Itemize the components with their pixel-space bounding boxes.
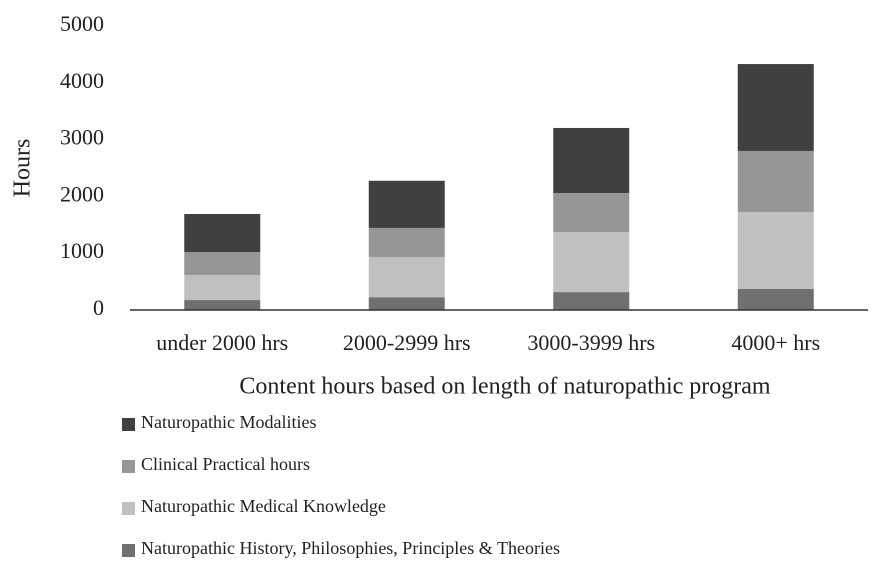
legend-label: Naturopathic History, Philosophies, Prin… — [141, 538, 560, 558]
legend-swatch — [122, 502, 135, 515]
x-tick-label: 2000-2999 hrs — [343, 330, 471, 355]
legend-label: Naturopathic Modalities — [141, 412, 316, 432]
bar-segment — [737, 288, 814, 310]
bar-segment — [553, 127, 630, 193]
x-axis-title: Content hours based on length of naturop… — [239, 374, 771, 400]
bar-segment — [184, 300, 261, 310]
legend-swatch — [122, 418, 135, 431]
bar-segment — [553, 292, 630, 310]
bar-segment — [368, 257, 445, 298]
bar-segment — [553, 232, 630, 293]
bar-segment — [737, 150, 814, 213]
bar-segment — [184, 214, 261, 253]
bar-segment — [184, 275, 261, 301]
y-tick-label: 1000 — [60, 238, 104, 263]
bar-segment — [368, 227, 445, 258]
bar-segment — [737, 64, 814, 151]
bar-segment — [184, 252, 261, 276]
legend-label: Naturopathic Medical Knowledge — [141, 496, 386, 516]
y-tick-label: 0 — [93, 295, 104, 320]
y-tick-label: 4000 — [60, 68, 104, 93]
legend-label: Clinical Practical hours — [141, 454, 310, 474]
legend-swatch — [122, 460, 135, 473]
x-tick-label: 3000-3999 hrs — [527, 330, 655, 355]
bar-segment — [368, 180, 445, 228]
y-tick-label: 3000 — [60, 125, 104, 150]
y-tick-label: 5000 — [60, 11, 104, 36]
bar-segment — [737, 212, 814, 289]
y-tick-label: 2000 — [60, 181, 104, 206]
legend-swatch — [122, 544, 135, 557]
bar-segment — [368, 297, 445, 310]
bar-segment — [553, 192, 630, 233]
x-tick-label: 4000+ hrs — [731, 330, 820, 355]
x-tick-label: under 2000 hrs — [156, 330, 288, 355]
y-axis-title: Hours — [10, 139, 36, 198]
